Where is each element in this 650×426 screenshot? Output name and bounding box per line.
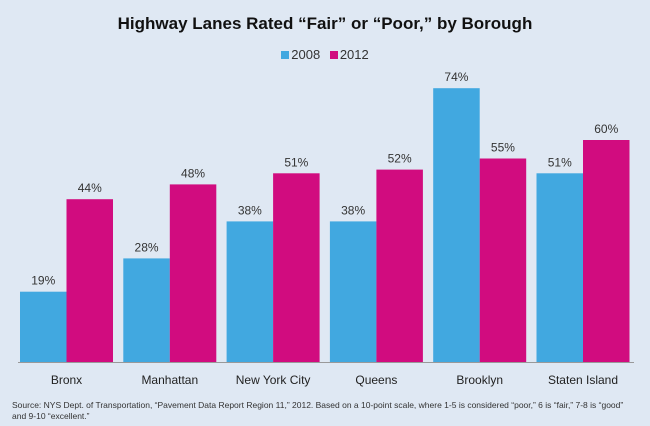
bar-2008 bbox=[226, 221, 274, 362]
chart-title: Highway Lanes Rated “Fair” or “Poor,” by… bbox=[117, 14, 533, 33]
legend-swatch-2008 bbox=[281, 51, 290, 59]
data-label: 51% bbox=[548, 155, 572, 169]
legend-label: 2012 bbox=[339, 47, 369, 62]
data-label: 38% bbox=[341, 203, 365, 217]
data-label: 19% bbox=[31, 274, 55, 288]
category-label: Brooklyn bbox=[456, 373, 503, 387]
bar-2008 bbox=[20, 291, 67, 362]
data-label: 55% bbox=[491, 141, 515, 155]
category-label: Manhattan bbox=[141, 373, 198, 387]
data-label: 74% bbox=[444, 70, 468, 84]
category-label: Bronx bbox=[51, 373, 82, 387]
data-label: 48% bbox=[181, 166, 205, 180]
legend-item-2008: 2008 bbox=[281, 47, 320, 62]
category-label: New York City bbox=[236, 373, 311, 387]
data-label: 60% bbox=[594, 122, 618, 136]
bar-2008 bbox=[536, 173, 583, 362]
source-note: Source: NYS Dept. of Transportation, “Pa… bbox=[12, 400, 624, 421]
bar-2012 bbox=[583, 140, 630, 362]
data-label: 44% bbox=[78, 181, 102, 195]
category-label: Staten Island bbox=[548, 373, 618, 387]
bar-2012 bbox=[169, 184, 217, 362]
bar-2012 bbox=[66, 199, 113, 362]
bar-2008 bbox=[329, 221, 377, 362]
data-label: 28% bbox=[135, 240, 159, 254]
legend-swatch-2012 bbox=[329, 51, 338, 59]
bar-2008 bbox=[433, 88, 480, 362]
legend-label: 2008 bbox=[291, 47, 321, 62]
bar-2012 bbox=[376, 169, 423, 362]
bar-2008 bbox=[123, 258, 170, 362]
legend: 2008 2012 bbox=[0, 47, 650, 62]
data-label: 51% bbox=[284, 155, 308, 169]
data-label: 38% bbox=[238, 203, 262, 217]
bar-2012 bbox=[273, 173, 320, 362]
category-label: Queens bbox=[355, 373, 397, 387]
bar-2012 bbox=[479, 158, 527, 362]
legend-item-2012: 2012 bbox=[329, 47, 369, 62]
data-label: 52% bbox=[388, 152, 412, 166]
